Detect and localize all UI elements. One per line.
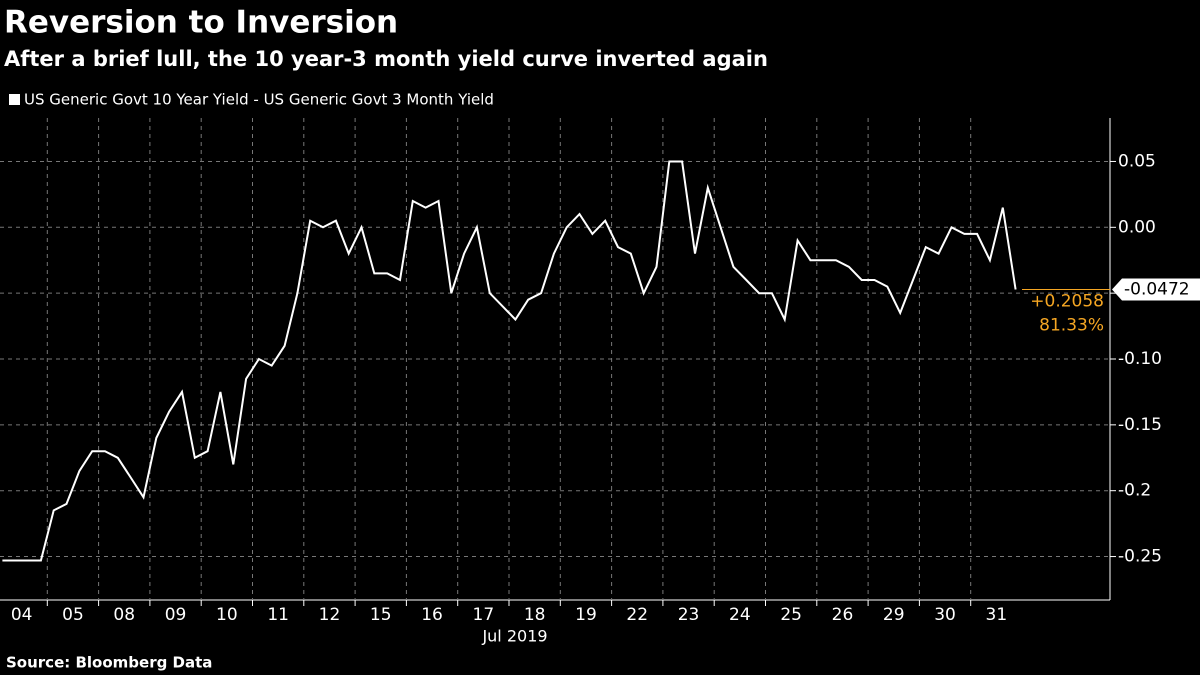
last-value-box	[1112, 278, 1200, 301]
x-tick-label: 18	[524, 605, 546, 625]
x-tick-label: 12	[319, 605, 341, 625]
x-tick-label: 24	[729, 605, 751, 625]
legend-label: US Generic Govt 10 Year Yield - US Gener…	[24, 91, 494, 109]
x-tick-label: 31	[986, 605, 1008, 625]
x-tick-label: 11	[267, 605, 289, 625]
x-tick-label: 05	[62, 605, 84, 625]
last-value-label: -0.0472	[1124, 279, 1190, 299]
x-tick-label: 10	[216, 605, 238, 625]
x-tick-label: 15	[370, 605, 392, 625]
x-tick-label: 08	[113, 605, 135, 625]
y-tick-label: -0.15	[1118, 415, 1162, 435]
x-tick-label: 29	[883, 605, 905, 625]
x-tick-label: 26	[832, 605, 854, 625]
annotation: +0.2058	[1030, 291, 1104, 311]
x-tick-label: 16	[421, 605, 443, 625]
source: Source: Bloomberg Data	[6, 654, 212, 672]
y-tick-label: -0.2	[1118, 481, 1151, 501]
y-tick-label: 0.00	[1118, 217, 1156, 237]
x-tick-label: 09	[165, 605, 187, 625]
chart-title: Reversion to Inversion	[4, 5, 398, 41]
x-tick-label: 04	[11, 605, 33, 625]
x-tick-label: 23	[678, 605, 700, 625]
chart-subtitle: After a brief lull, the 10 year-3 month …	[4, 47, 768, 71]
x-tick-label: 17	[473, 605, 495, 625]
annotation: 81.33%	[1039, 315, 1104, 335]
x-tick-label: 25	[780, 605, 802, 625]
x-tick-label: 30	[934, 605, 956, 625]
y-tick-label: 0.05	[1118, 151, 1156, 171]
legend-swatch	[9, 94, 20, 105]
x-tick-label: 19	[575, 605, 597, 625]
x-axis-label: Jul 2019	[481, 627, 547, 646]
series-line	[2, 160, 1017, 562]
x-tick-label: 22	[626, 605, 648, 625]
y-tick-label: -0.25	[1118, 547, 1162, 567]
y-tick-label: -0.10	[1118, 349, 1162, 369]
